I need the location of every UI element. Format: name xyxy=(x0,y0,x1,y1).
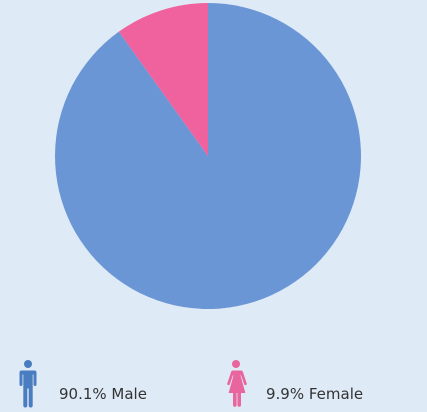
female-person-icon xyxy=(227,360,247,407)
pie-chart xyxy=(55,3,362,309)
legend-label-female: 9.9% Female xyxy=(266,385,364,403)
legend-label-male: 90.1% Male xyxy=(59,385,147,403)
pie-slices xyxy=(55,3,362,309)
legend-item-male: 90.1% Male xyxy=(16,358,196,408)
pie-slice-female xyxy=(118,3,208,156)
pie-slice-male xyxy=(55,3,362,309)
legend-item-female: 9.9% Female xyxy=(223,358,413,408)
male-person-icon xyxy=(19,360,37,408)
